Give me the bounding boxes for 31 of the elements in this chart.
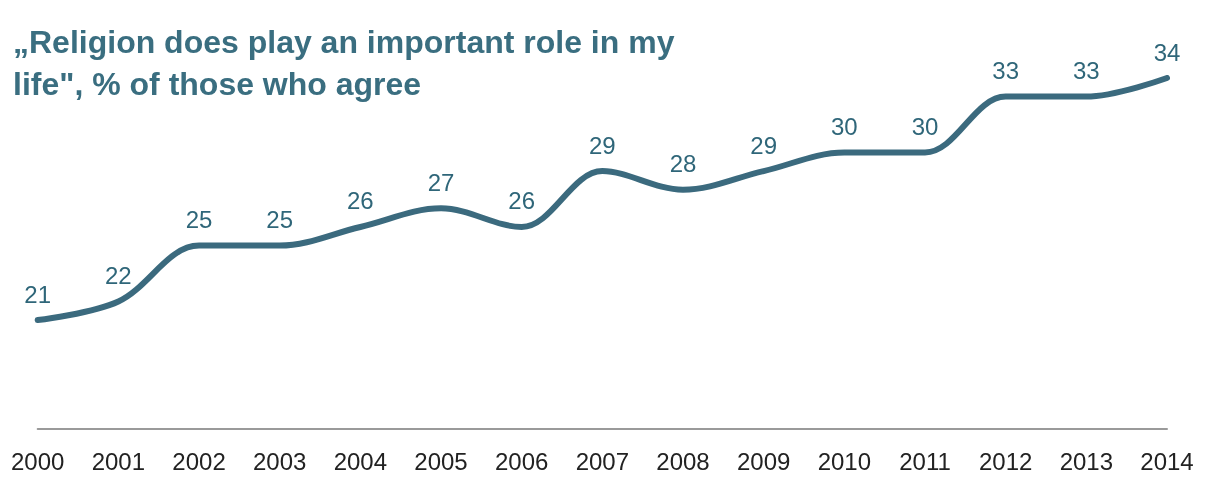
x-tick-label: 2000 bbox=[11, 447, 65, 475]
data-label: 27 bbox=[427, 168, 455, 196]
x-tick-label: 2002 bbox=[172, 447, 226, 475]
data-label: 28 bbox=[669, 150, 697, 178]
data-label: 26 bbox=[347, 187, 374, 215]
x-tick-label: 2011 bbox=[899, 447, 951, 475]
x-tick-label: 2010 bbox=[817, 447, 872, 475]
x-tick-label: 2014 bbox=[1140, 447, 1194, 475]
chart-title: „Religion does play an important role in my life", % of those who agree bbox=[13, 24, 684, 102]
data-label: 34 bbox=[1153, 38, 1181, 66]
x-tick-label: 2012 bbox=[978, 447, 1033, 475]
x-tick-label: 2004 bbox=[333, 447, 388, 475]
data-label: 22 bbox=[105, 261, 132, 289]
data-label: 33 bbox=[992, 57, 1020, 85]
data-label: 29 bbox=[750, 131, 778, 159]
x-tick-label: 2009 bbox=[736, 447, 791, 475]
x-tick-label: 2003 bbox=[252, 447, 307, 475]
data-label: 25 bbox=[266, 206, 294, 234]
x-tick-label: 2001 bbox=[91, 447, 146, 475]
x-tick-label: 2006 bbox=[494, 447, 549, 475]
data-label: 30 bbox=[911, 112, 939, 140]
data-label: 21 bbox=[24, 280, 52, 308]
data-label: 29 bbox=[589, 131, 616, 159]
x-tick-label: 2007 bbox=[575, 447, 630, 475]
x-tick-label: 2005 bbox=[414, 447, 468, 475]
data-label: 26 bbox=[508, 187, 536, 215]
x-tick-label: 2013 bbox=[1059, 447, 1114, 475]
data-label: 33 bbox=[1072, 57, 1100, 85]
data-label: 25 bbox=[185, 206, 213, 234]
x-tick-label: 2008 bbox=[656, 447, 710, 475]
data-label: 30 bbox=[830, 112, 858, 140]
